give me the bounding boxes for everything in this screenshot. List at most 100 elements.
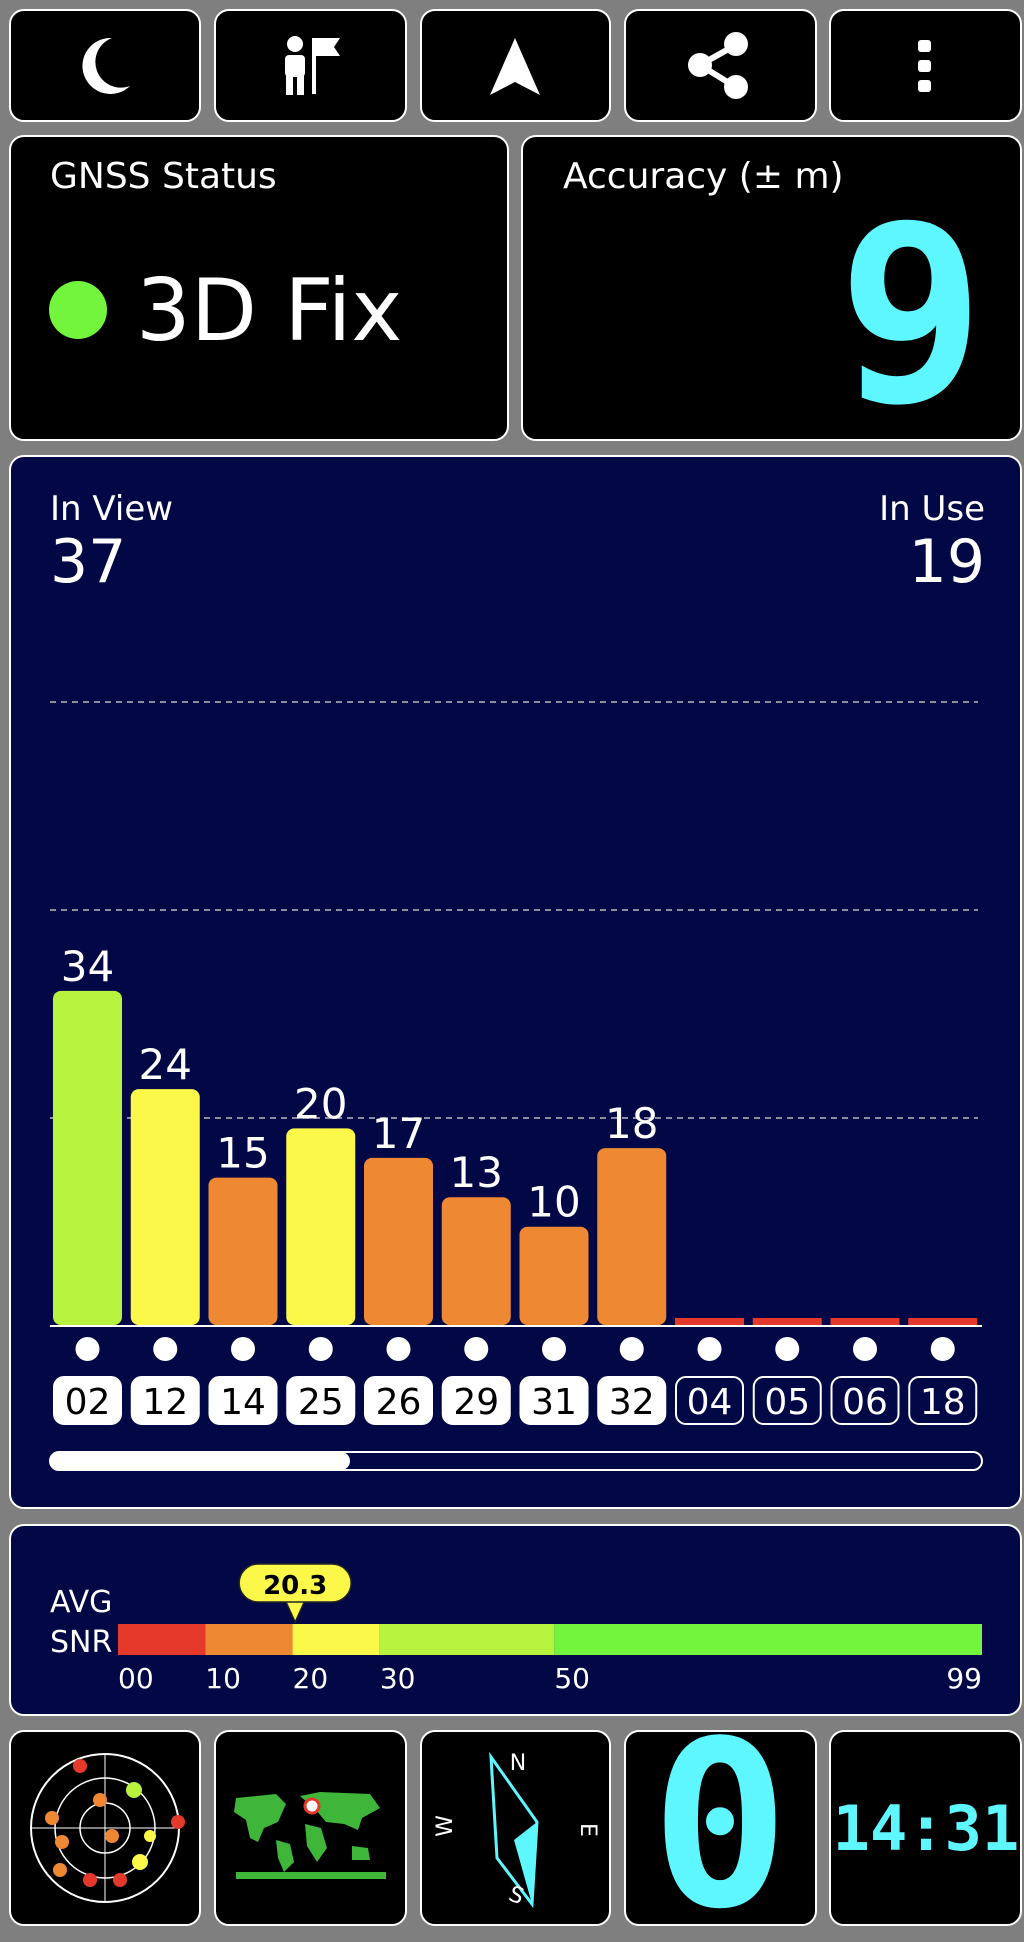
- prn-label: 31: [531, 1382, 577, 1423]
- navigation-icon: [490, 38, 540, 95]
- prn-badge-used: [130, 1376, 200, 1425]
- compass-needle-south: [514, 1822, 537, 1904]
- in-view-label: In View: [50, 489, 173, 529]
- satellite-dot: [231, 1337, 255, 1361]
- snr-label-bottom: SNR: [50, 1625, 112, 1660]
- prn-label: 05: [764, 1382, 810, 1423]
- tools-button[interactable]: [214, 9, 407, 122]
- in-use-label: In Use: [879, 489, 985, 529]
- accuracy-panel: [521, 135, 1022, 441]
- prn-badge-used: [286, 1376, 356, 1425]
- snr-average: 20.3: [263, 1571, 327, 1601]
- prn-badge: [675, 1376, 744, 1425]
- prn-badge: [830, 1376, 900, 1425]
- speed-value: 0: [651, 1693, 789, 1942]
- bar: [130, 1089, 200, 1325]
- compass-east: E: [575, 1823, 600, 1837]
- value-label: 34: [61, 942, 114, 991]
- bar: [208, 1177, 278, 1325]
- value-label: 15: [216, 1129, 269, 1178]
- signal-chart: 34 02 24 12 15 14 20 25 17 26 13 29 10 31 18 32 04 05 06 18: [53, 942, 978, 1425]
- location-pin: [303, 1797, 321, 1815]
- guide-lines: [50, 701, 978, 1119]
- in-use-value: 19: [909, 527, 985, 597]
- prn-label: 06: [842, 1382, 888, 1423]
- prn-label: 25: [298, 1382, 344, 1423]
- person-flag-icon: [285, 36, 340, 95]
- satellite-dot: [775, 1337, 800, 1361]
- empty-signal: [908, 1318, 978, 1325]
- speed-tile[interactable]: [624, 1730, 817, 1926]
- clock-value: 14:31: [833, 1792, 1020, 1865]
- compass-west: W: [433, 1815, 458, 1837]
- snr-label-top: AVG: [50, 1585, 112, 1620]
- empty-signal: [752, 1318, 822, 1325]
- toolbar: [9, 9, 1022, 122]
- compass-north: N: [510, 1751, 526, 1776]
- prn-label: 02: [65, 1382, 111, 1423]
- empty-signal: [830, 1318, 900, 1325]
- snr-band: [554, 1624, 982, 1655]
- bar: [597, 1148, 667, 1325]
- snr-band: [292, 1624, 380, 1655]
- prn-label: 18: [920, 1382, 966, 1423]
- prn-badge: [752, 1376, 822, 1425]
- snr-tick-label: 99: [946, 1662, 982, 1695]
- share-button[interactable]: [624, 9, 817, 122]
- sky-plot: [30, 1753, 185, 1903]
- accuracy-value: 9: [837, 173, 985, 458]
- prn-label: 29: [453, 1382, 499, 1423]
- snr-scale: 00 10 20 30 50 99 20.3: [118, 1563, 982, 1695]
- in-view-value: 37: [50, 527, 126, 597]
- satellite-dot: [853, 1337, 877, 1361]
- value-label: 13: [450, 1148, 503, 1197]
- fix-indicator: [49, 281, 107, 339]
- value-label: 18: [605, 1099, 658, 1148]
- prn-label: 12: [142, 1382, 188, 1423]
- snr-tick-label: 10: [205, 1662, 241, 1695]
- compass-tile[interactable]: [420, 1730, 611, 1926]
- snr-tick-label: 50: [554, 1662, 590, 1695]
- status-panel: [9, 135, 509, 441]
- prn-badge-used: [441, 1376, 511, 1425]
- prn-label: 14: [220, 1382, 266, 1423]
- snr-band: [118, 1624, 206, 1655]
- satellite-dot: [619, 1337, 644, 1361]
- prn-badge-used: [53, 1376, 122, 1425]
- accuracy-title: Accuracy (± m): [563, 156, 844, 197]
- prn-badge-used: [364, 1376, 433, 1425]
- value-label: 20: [294, 1079, 347, 1128]
- empty-signal: [675, 1318, 744, 1325]
- value-label: 17: [372, 1109, 425, 1158]
- clock-tile[interactable]: [829, 1730, 1022, 1926]
- prn-label: 04: [687, 1382, 733, 1423]
- night-mode-button[interactable]: [9, 9, 201, 122]
- value-label: 10: [527, 1178, 580, 1227]
- bar: [286, 1128, 356, 1325]
- snr-band: [379, 1624, 555, 1655]
- prn-label: 26: [376, 1382, 422, 1423]
- satellite-dot: [308, 1337, 333, 1361]
- bar: [364, 1157, 433, 1325]
- satellite-dot: [75, 1337, 100, 1361]
- bar: [519, 1226, 589, 1325]
- scroll-thumb[interactable]: [50, 1452, 350, 1470]
- satellite-dot: [542, 1337, 566, 1361]
- value-label: 24: [139, 1040, 192, 1089]
- moon-icon: [82, 37, 130, 94]
- snr-marker: [238, 1563, 352, 1603]
- satellite-dot: [386, 1337, 411, 1361]
- prn-label: 32: [609, 1382, 655, 1423]
- snr-tick-label: 00: [118, 1662, 154, 1695]
- satellite-dot: [930, 1337, 955, 1361]
- bar: [53, 990, 122, 1325]
- snr-tick-label: 20: [293, 1662, 329, 1695]
- snr-band: [205, 1624, 293, 1655]
- menu-icon: [918, 40, 931, 92]
- status-title: GNSS Status: [50, 156, 277, 197]
- world-map: [234, 1792, 386, 1879]
- satellite-dot: [697, 1337, 722, 1361]
- bar: [441, 1197, 511, 1325]
- prn-badge-used: [519, 1376, 589, 1425]
